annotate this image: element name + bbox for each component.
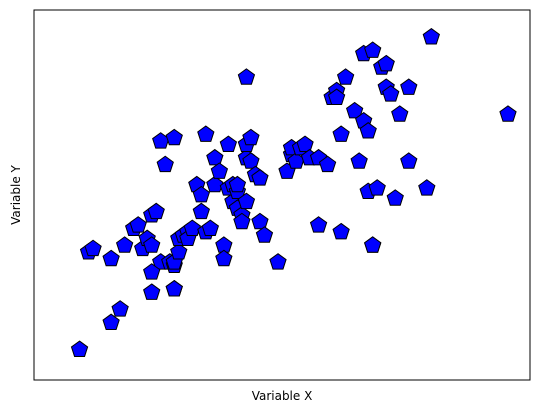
data-point xyxy=(102,249,120,267)
data-point xyxy=(345,101,364,119)
data-point xyxy=(206,175,224,193)
data-point xyxy=(350,152,368,169)
data-point xyxy=(499,105,517,122)
plot-area xyxy=(33,9,531,381)
data-point xyxy=(368,179,386,196)
data-point xyxy=(192,202,210,220)
data-point xyxy=(318,155,337,173)
data-point xyxy=(156,155,174,173)
data-point xyxy=(183,219,201,236)
data-point xyxy=(219,135,238,152)
data-point xyxy=(111,300,129,317)
data-point xyxy=(215,249,233,267)
data-point xyxy=(147,202,165,220)
data-point xyxy=(102,313,120,331)
data-point xyxy=(400,152,418,169)
data-point xyxy=(192,185,210,203)
data-point xyxy=(170,243,188,260)
data-point xyxy=(327,88,346,105)
data-point xyxy=(251,212,269,230)
data-point xyxy=(386,189,404,206)
data-point xyxy=(332,125,350,142)
data-point xyxy=(309,216,328,233)
data-point xyxy=(143,236,161,253)
data-point xyxy=(165,128,183,146)
x-axis-label: Variable X xyxy=(252,389,313,403)
data-point xyxy=(418,179,436,196)
data-point xyxy=(237,192,256,210)
data-point xyxy=(391,105,409,122)
data-point xyxy=(84,239,102,257)
data-point xyxy=(242,152,260,169)
data-point xyxy=(197,125,215,142)
data-point xyxy=(296,135,314,152)
data-point xyxy=(336,68,355,85)
data-point xyxy=(255,226,274,243)
data-point xyxy=(251,169,269,186)
data-point xyxy=(143,263,161,280)
data-point xyxy=(400,78,418,95)
points-layer xyxy=(70,27,517,357)
y-axis-label: Variable Y xyxy=(9,164,23,224)
data-point xyxy=(115,236,134,253)
data-point xyxy=(165,279,183,297)
data-point xyxy=(201,219,220,236)
data-point xyxy=(210,162,229,179)
data-point xyxy=(143,283,161,300)
data-point xyxy=(364,41,382,58)
data-point xyxy=(242,128,260,146)
data-point xyxy=(364,236,382,253)
data-point xyxy=(233,212,251,230)
data-point xyxy=(382,85,400,102)
data-point xyxy=(70,340,89,357)
data-point xyxy=(206,148,224,166)
data-point xyxy=(129,216,147,233)
data-point xyxy=(269,253,287,270)
data-point xyxy=(332,222,350,240)
data-point xyxy=(422,27,440,45)
data-point xyxy=(359,122,377,139)
data-point xyxy=(237,68,256,85)
data-point xyxy=(228,175,247,193)
data-point xyxy=(377,54,395,72)
